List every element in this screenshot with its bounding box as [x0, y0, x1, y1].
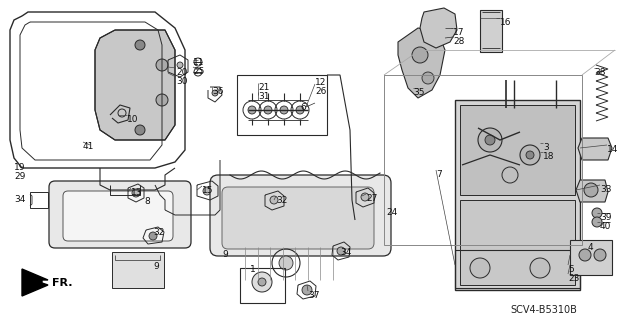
Circle shape — [252, 272, 272, 292]
FancyBboxPatch shape — [49, 181, 191, 248]
Polygon shape — [420, 8, 457, 48]
Text: 28: 28 — [453, 37, 465, 46]
Text: 11: 11 — [193, 58, 205, 67]
Text: 27: 27 — [366, 194, 378, 203]
Circle shape — [592, 217, 602, 227]
Polygon shape — [22, 269, 48, 296]
Circle shape — [296, 106, 304, 114]
Circle shape — [156, 94, 168, 106]
Text: SCV4-B5310B: SCV4-B5310B — [510, 305, 577, 315]
Circle shape — [212, 90, 218, 96]
Text: 9: 9 — [222, 250, 228, 259]
Circle shape — [248, 106, 256, 114]
Circle shape — [203, 187, 211, 195]
Circle shape — [520, 145, 540, 165]
Text: 34: 34 — [340, 248, 351, 257]
Polygon shape — [578, 138, 612, 160]
Text: 21: 21 — [258, 83, 269, 92]
Circle shape — [485, 135, 495, 145]
Text: 18: 18 — [543, 152, 554, 161]
Text: 37: 37 — [308, 291, 319, 300]
Circle shape — [280, 106, 288, 114]
Polygon shape — [95, 30, 175, 140]
Text: 20: 20 — [176, 68, 188, 77]
Text: 13: 13 — [131, 188, 143, 197]
Bar — [30, 192, 48, 208]
Text: 3: 3 — [543, 143, 548, 152]
Text: 39: 39 — [600, 213, 611, 222]
Bar — [455, 250, 580, 288]
Text: 1: 1 — [250, 265, 256, 274]
Circle shape — [594, 249, 606, 261]
Text: 8: 8 — [144, 197, 150, 206]
Text: 29: 29 — [14, 172, 26, 181]
Text: 34: 34 — [14, 195, 26, 204]
Circle shape — [502, 167, 518, 183]
Circle shape — [135, 125, 145, 135]
Text: 36: 36 — [212, 87, 223, 96]
Text: 10: 10 — [127, 115, 138, 124]
Bar — [455, 100, 580, 290]
Circle shape — [526, 151, 534, 159]
Bar — [237, 75, 327, 135]
Circle shape — [258, 278, 266, 286]
Bar — [460, 105, 575, 195]
Text: 25: 25 — [193, 67, 204, 76]
FancyBboxPatch shape — [210, 175, 391, 256]
Text: 32: 32 — [276, 196, 287, 205]
Text: 35: 35 — [413, 88, 424, 97]
FancyBboxPatch shape — [63, 191, 173, 241]
Circle shape — [135, 40, 145, 50]
Polygon shape — [398, 28, 445, 98]
Circle shape — [156, 59, 168, 71]
Text: 17: 17 — [453, 28, 465, 37]
Bar — [570, 240, 612, 275]
Bar — [460, 200, 575, 285]
Text: 31: 31 — [258, 92, 269, 101]
Bar — [240, 268, 285, 303]
Circle shape — [579, 249, 591, 261]
Polygon shape — [576, 180, 608, 202]
Circle shape — [470, 258, 490, 278]
Circle shape — [270, 196, 278, 204]
Circle shape — [530, 258, 550, 278]
Circle shape — [132, 189, 140, 197]
Bar — [480, 10, 502, 52]
Circle shape — [592, 208, 602, 218]
Circle shape — [584, 183, 598, 197]
Circle shape — [264, 106, 272, 114]
Text: 24: 24 — [386, 208, 397, 217]
Text: 19: 19 — [14, 163, 26, 172]
Circle shape — [361, 193, 369, 201]
Circle shape — [422, 72, 434, 84]
Text: 38: 38 — [594, 68, 605, 77]
Text: 26: 26 — [315, 87, 326, 96]
Bar — [112, 252, 164, 288]
Text: 16: 16 — [500, 18, 511, 27]
Text: 23: 23 — [568, 274, 579, 283]
Circle shape — [302, 285, 312, 295]
Text: 32: 32 — [153, 228, 164, 237]
Text: 7: 7 — [436, 170, 442, 179]
Text: 33: 33 — [600, 185, 611, 194]
Text: 6: 6 — [300, 103, 306, 112]
Circle shape — [412, 47, 428, 63]
Circle shape — [149, 232, 157, 240]
Text: 4: 4 — [588, 243, 594, 252]
Text: FR.: FR. — [52, 278, 72, 288]
Text: 15: 15 — [202, 186, 214, 195]
Circle shape — [478, 128, 502, 152]
Text: 12: 12 — [315, 78, 326, 87]
Text: 14: 14 — [607, 145, 618, 154]
Text: 40: 40 — [600, 222, 611, 231]
Circle shape — [279, 256, 293, 270]
Circle shape — [177, 62, 183, 68]
Circle shape — [337, 247, 345, 255]
Text: 41: 41 — [83, 142, 94, 151]
Text: 30: 30 — [176, 77, 188, 86]
FancyBboxPatch shape — [222, 187, 374, 249]
Text: 5: 5 — [568, 265, 573, 274]
Text: 9: 9 — [153, 262, 159, 271]
